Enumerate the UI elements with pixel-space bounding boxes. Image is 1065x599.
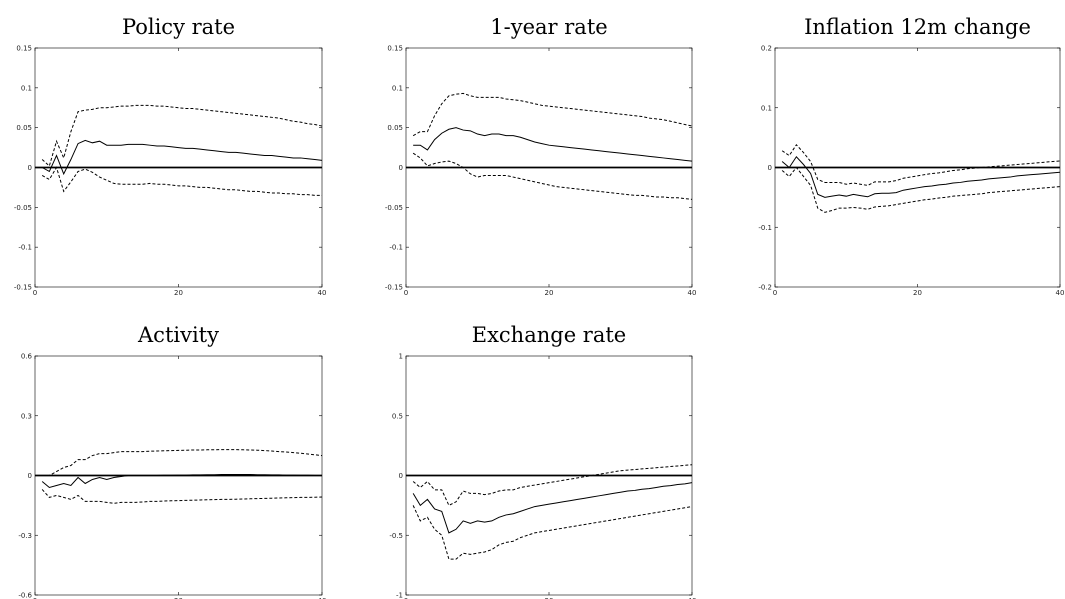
y-tick-label: -0.15 <box>14 284 32 292</box>
y-tick-label: 0 <box>28 164 32 172</box>
x-tick-label: 40 <box>318 597 327 599</box>
series-line <box>413 127 693 162</box>
subplot: Activity -0.6 -0.3 0 0.3 0.6 0 20 40 <box>18 323 326 599</box>
x-tick-label: 20 <box>545 597 554 599</box>
y-tick-label: -0.05 <box>14 204 32 212</box>
y-tick-label: -0.5 <box>389 532 403 540</box>
subplot: Inflation 12m change -0.2 -0.1 0 0.1 0.2 0 20 40 <box>758 15 1064 297</box>
series-line <box>412 152 693 200</box>
y-tick-label: -0.15 <box>385 284 403 292</box>
y-tick-label: 0 <box>399 472 403 480</box>
y-tick-label: 0.15 <box>387 45 403 53</box>
series-line <box>41 489 323 504</box>
series-line <box>412 482 693 534</box>
y-tick-label: 0.1 <box>21 84 32 92</box>
y-tick-label: -1 <box>396 592 403 599</box>
subplot: 1-year rate -0.15 -0.1 -0.05 0 0.05 0.1 0.15 0 20… <box>385 15 697 297</box>
y-tick-label: 0 <box>28 472 32 480</box>
y-tick-label: 0.05 <box>16 124 32 132</box>
series-line <box>412 92 693 137</box>
series-line <box>41 474 322 489</box>
x-tick-label: 20 <box>545 289 554 297</box>
y-tick-label: 0.6 <box>21 353 33 361</box>
x-tick-label: 0 <box>773 289 777 297</box>
series-line <box>41 166 322 196</box>
series-line <box>781 143 1061 186</box>
subplot: Policy rate -0.15 -0.1 -0.05 0 0.05 0.1 0.15 0 20… <box>14 15 327 297</box>
y-tick-label: 0.3 <box>21 412 32 420</box>
y-tick-label: -0.3 <box>18 532 32 540</box>
y-tick-label: -0.2 <box>758 284 772 292</box>
x-tick-label: 0 <box>404 289 408 297</box>
series-line <box>412 505 693 560</box>
x-tick-label: 40 <box>688 289 697 297</box>
x-tick-label: 0 <box>33 597 37 599</box>
chart-title: Policy rate <box>122 15 235 39</box>
series-line <box>41 139 323 176</box>
chart-title: Inflation 12m change <box>804 15 1031 39</box>
y-tick-label: 0.15 <box>16 45 32 53</box>
x-tick-label: 40 <box>1056 289 1065 297</box>
chart-title: 1-year rate <box>490 15 607 39</box>
subplot: Exchange rate -1 -0.5 0 0.5 1 0 20 40 <box>389 323 696 599</box>
series-line <box>781 166 1061 213</box>
x-tick-label: 20 <box>174 289 183 297</box>
y-tick-label: -0.05 <box>385 204 403 212</box>
chart-title: Activity <box>137 323 219 347</box>
chart-title: Exchange rate <box>472 323 626 347</box>
series-line <box>41 104 323 167</box>
y-tick-label: 0.1 <box>392 84 403 92</box>
series-line <box>42 449 323 476</box>
y-tick-label: 0 <box>768 164 772 172</box>
y-tick-label: 0.05 <box>387 124 403 132</box>
series-line <box>781 155 1061 198</box>
x-tick-label: 40 <box>688 597 697 599</box>
y-tick-label: -0.6 <box>18 592 32 599</box>
y-tick-label: 0 <box>399 164 403 172</box>
series-line <box>412 464 693 507</box>
y-tick-label: -0.1 <box>18 244 32 252</box>
x-tick-label: 0 <box>404 597 408 599</box>
y-tick-label: -0.1 <box>758 224 772 232</box>
x-tick-label: 20 <box>174 597 183 599</box>
x-tick-label: 0 <box>33 289 37 297</box>
y-tick-label: 1 <box>399 353 403 361</box>
y-tick-label: -0.1 <box>389 244 403 252</box>
y-tick-label: 0.2 <box>761 45 772 53</box>
x-tick-label: 40 <box>318 289 327 297</box>
y-tick-label: 0.5 <box>392 412 403 420</box>
x-tick-label: 20 <box>913 289 922 297</box>
y-tick-label: 0.1 <box>761 104 772 112</box>
